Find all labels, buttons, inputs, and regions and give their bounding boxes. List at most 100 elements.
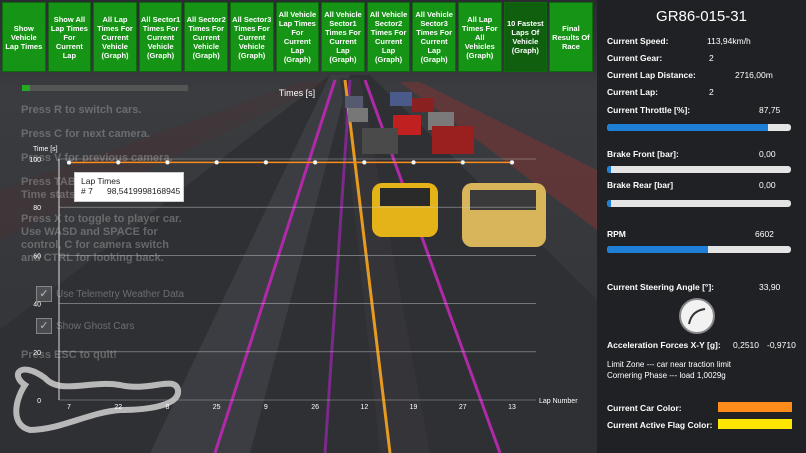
- throttle-bar-fill: [607, 124, 769, 131]
- chart-data-point[interactable]: [115, 160, 121, 165]
- chart-x-tick-label: 12: [360, 404, 368, 411]
- toolbar-buttons: Show Vehicle Lap Times Show All Lap Time…: [2, 2, 593, 72]
- lap-distance-label: Current Lap Distance:: [607, 70, 696, 80]
- help-line: Time stats ...: [21, 189, 88, 201]
- help-line: Press R to switch cars.: [21, 104, 142, 116]
- help-line: Press X to toggle to player car.: [21, 213, 182, 225]
- rpm-bar-fill: [607, 246, 709, 253]
- tooltip-value: # 7 98,5419998168945: [81, 186, 181, 196]
- cornering-text: Cornering Phase --- load 1,0029g: [607, 371, 726, 380]
- chart-x-tick-label: 22: [114, 404, 122, 411]
- show-vehicle-lap-times-button[interactable]: Show Vehicle Lap Times: [2, 2, 46, 72]
- gear-label: Current Gear:: [607, 53, 663, 63]
- car-id-title: GR86-015-31: [656, 8, 747, 25]
- chart-data-point[interactable]: [165, 160, 170, 165]
- chart-x-tick-label: 9: [264, 404, 268, 411]
- telemetry-weather-toggle[interactable]: ✓ Use Telemetry Weather Data: [36, 286, 184, 302]
- steering-label: Current Steering Angle [°]:: [607, 282, 714, 292]
- help-line: Use WASD and SPACE for: [21, 226, 158, 238]
- chart-y-tick-label: 100: [29, 157, 41, 164]
- limit-zone-text: Limit Zone --- car near traction limit: [607, 360, 732, 369]
- speed-label: Current Speed:: [607, 36, 669, 46]
- chart-tooltip: Lap Times # 7 98,5419998168945: [74, 172, 184, 202]
- brake-rear-bar: [607, 200, 791, 207]
- speed-value: 113,94km/h: [707, 36, 751, 46]
- vehicle-sector1-times-current-lap-graph-button[interactable]: All Vehicle Sector1 Times For Current La…: [321, 2, 365, 72]
- sector1-times-current-vehicle-graph-button[interactable]: All Sector1 Times For Current Vehicle (G…: [138, 2, 183, 72]
- sector3-times-current-vehicle-graph-button[interactable]: All Sector3 Times For Current Vehicle (G…: [229, 2, 274, 72]
- chart-y-tick-label: 0: [37, 398, 41, 405]
- chart-data-point[interactable]: [411, 160, 416, 165]
- steering-wheel-icon: [679, 298, 715, 334]
- race-camera-view: Show Vehicle Lap Times Show All Lap Time…: [0, 0, 597, 453]
- sector2-times-current-vehicle-graph-button[interactable]: All Sector2 Times For Current Vehicle (G…: [184, 2, 228, 72]
- chart-y-tick-label: 20: [33, 350, 41, 357]
- accel-label: Acceleration Forces X-Y [g]:: [607, 340, 721, 350]
- vehicle-sector2-times-current-lap-graph-button[interactable]: All Vehicle Sector2 Times For Current La…: [366, 2, 411, 72]
- rpm-value: 6602: [755, 229, 774, 239]
- flag-color-label: Current Active Flag Color:: [607, 420, 713, 430]
- chart-data-point[interactable]: [263, 160, 269, 165]
- lap-distance-value: 2716,00m: [735, 70, 773, 80]
- brake-front-bar-fill: [607, 166, 611, 173]
- chart-x-tick-label: 13: [508, 404, 516, 411]
- telemetry-sidebar: GR86-015-31 Current Speed: 113,94km/h Cu…: [597, 0, 806, 453]
- brake-front-bar: [607, 166, 791, 173]
- chart-y-axis-label: Time [s]: [33, 146, 58, 153]
- gear-value: 2: [709, 53, 714, 63]
- chart-data-point[interactable]: [460, 160, 466, 165]
- car-color-label: Current Car Color:: [607, 403, 682, 413]
- fastest-laps-graph-button[interactable]: 10 Fastest Laps Of Vehicle (Graph): [503, 2, 548, 72]
- chart-title: Times [s]: [279, 88, 315, 98]
- brake-front-value: 0,00: [759, 149, 776, 159]
- brake-rear-label: Brake Rear [bar]: [607, 180, 674, 190]
- steering-value: 33,90: [759, 282, 781, 292]
- tooltip-title: Lap Times: [81, 176, 121, 186]
- lap-value: 2: [709, 87, 714, 97]
- checkbox-checked-icon[interactable]: ✓: [36, 286, 52, 302]
- lap-row: Current Lap: 2: [607, 87, 797, 97]
- chart-x-axis-label: Lap Number: [539, 398, 578, 405]
- help-line: and CTRL for looking back.: [21, 252, 164, 264]
- throttle-row: Current Throttle [%]: 87,75: [607, 105, 797, 115]
- loading-progress-fill: [22, 85, 31, 91]
- chart-x-tick-label: 26: [311, 404, 319, 411]
- track-scene: [0, 75, 597, 453]
- brake-rear-bar-fill: [607, 200, 611, 207]
- throttle-label: Current Throttle [%]:: [607, 105, 691, 115]
- lap-label: Current Lap:: [607, 87, 658, 97]
- chart-x-tick-label: 27: [459, 404, 467, 411]
- flag-color-swatch: [718, 419, 792, 429]
- flag-color-row: Current Active Flag Color:: [607, 420, 797, 430]
- help-text: Press R to switch cars. Press C for next…: [21, 104, 221, 265]
- lap-times-all-vehicles-graph-button[interactable]: All Lap Times For All Vehicles (Graph): [457, 2, 502, 72]
- chart-data-point[interactable]: [214, 160, 219, 165]
- brake-rear-value: 0,00: [759, 180, 776, 190]
- telemetry-weather-label: Use Telemetry Weather Data: [56, 288, 185, 300]
- chart-x-tick-label: 7: [67, 404, 71, 411]
- show-all-lap-times-current-lap-button[interactable]: Show All Lap Times For Current Lap: [47, 2, 92, 72]
- checkbox-checked-icon[interactable]: ✓: [36, 318, 52, 334]
- chart-y-tick-label: 80: [33, 205, 41, 212]
- brake-rear-row: Brake Rear [bar] 0,00: [607, 180, 797, 190]
- chart-y-tick-label: 40: [33, 302, 41, 309]
- lap-times-current-vehicle-graph-button[interactable]: All Lap Times For Current Vehicle (Graph…: [93, 2, 137, 72]
- throttle-value: 87,75: [759, 105, 781, 115]
- chart-data-point[interactable]: [362, 160, 367, 165]
- chart-data-point[interactable]: [509, 160, 515, 165]
- chart-data-point[interactable]: [312, 160, 318, 165]
- gear-row: Current Gear: 2: [607, 53, 797, 63]
- help-line: control, C for camera switch: [21, 239, 169, 251]
- vehicle-sector3-times-current-lap-graph-button[interactable]: All Vehicle Sector3 Times For Current La…: [412, 2, 456, 72]
- car-color-swatch: [718, 402, 792, 412]
- rpm-label: RPM: [607, 229, 626, 239]
- chart-x-tick-label: 19: [410, 404, 418, 411]
- vehicle-lap-times-current-lap-graph-button[interactable]: All Vehicle Lap Times For Current Lap (G…: [275, 2, 320, 72]
- loading-progress-bar: [22, 85, 188, 91]
- brake-front-row: Brake Front [bar]: 0,00: [607, 149, 797, 159]
- car-color-row: Current Car Color:: [607, 403, 797, 413]
- ghost-cars-toggle[interactable]: ✓ Show Ghost Cars: [36, 318, 134, 334]
- speed-row: Current Speed: 113,94km/h: [607, 36, 797, 46]
- chart-data-point[interactable]: [66, 160, 72, 165]
- final-results-button[interactable]: Final Results Of Race: [549, 2, 593, 72]
